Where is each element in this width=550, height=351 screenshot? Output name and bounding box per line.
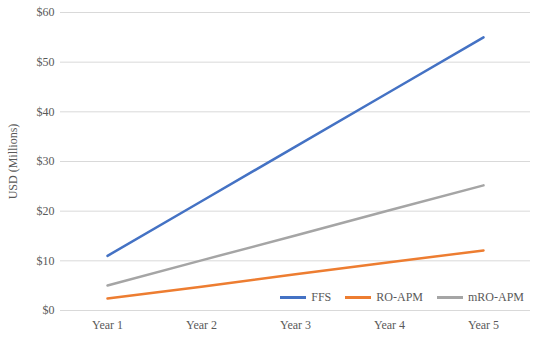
html-text:RO-APM: RO-APM: [376, 290, 423, 304]
svg-text:Year 4: Year 4: [374, 318, 405, 332]
svg-text:$0: $0: [43, 303, 55, 317]
svg-text:USD (Millions): USD (Millions): [6, 124, 20, 200]
svg-text:$40: $40: [37, 105, 55, 119]
svg-text:Year 1: Year 1: [92, 318, 123, 332]
svg-text:$10: $10: [37, 254, 55, 268]
svg-text:$60: $60: [37, 5, 55, 19]
svg-text:$30: $30: [37, 154, 55, 168]
svg-text:$50: $50: [37, 55, 55, 69]
svg-text:Year 5: Year 5: [468, 318, 499, 332]
svg-text:Year 2: Year 2: [186, 318, 217, 332]
svg-text:Year 3: Year 3: [280, 318, 311, 332]
html-text:FFS: FFS: [311, 290, 332, 304]
svg-text:$20: $20: [37, 204, 55, 218]
html-text:mRO-APM: mRO-APM: [468, 290, 524, 304]
